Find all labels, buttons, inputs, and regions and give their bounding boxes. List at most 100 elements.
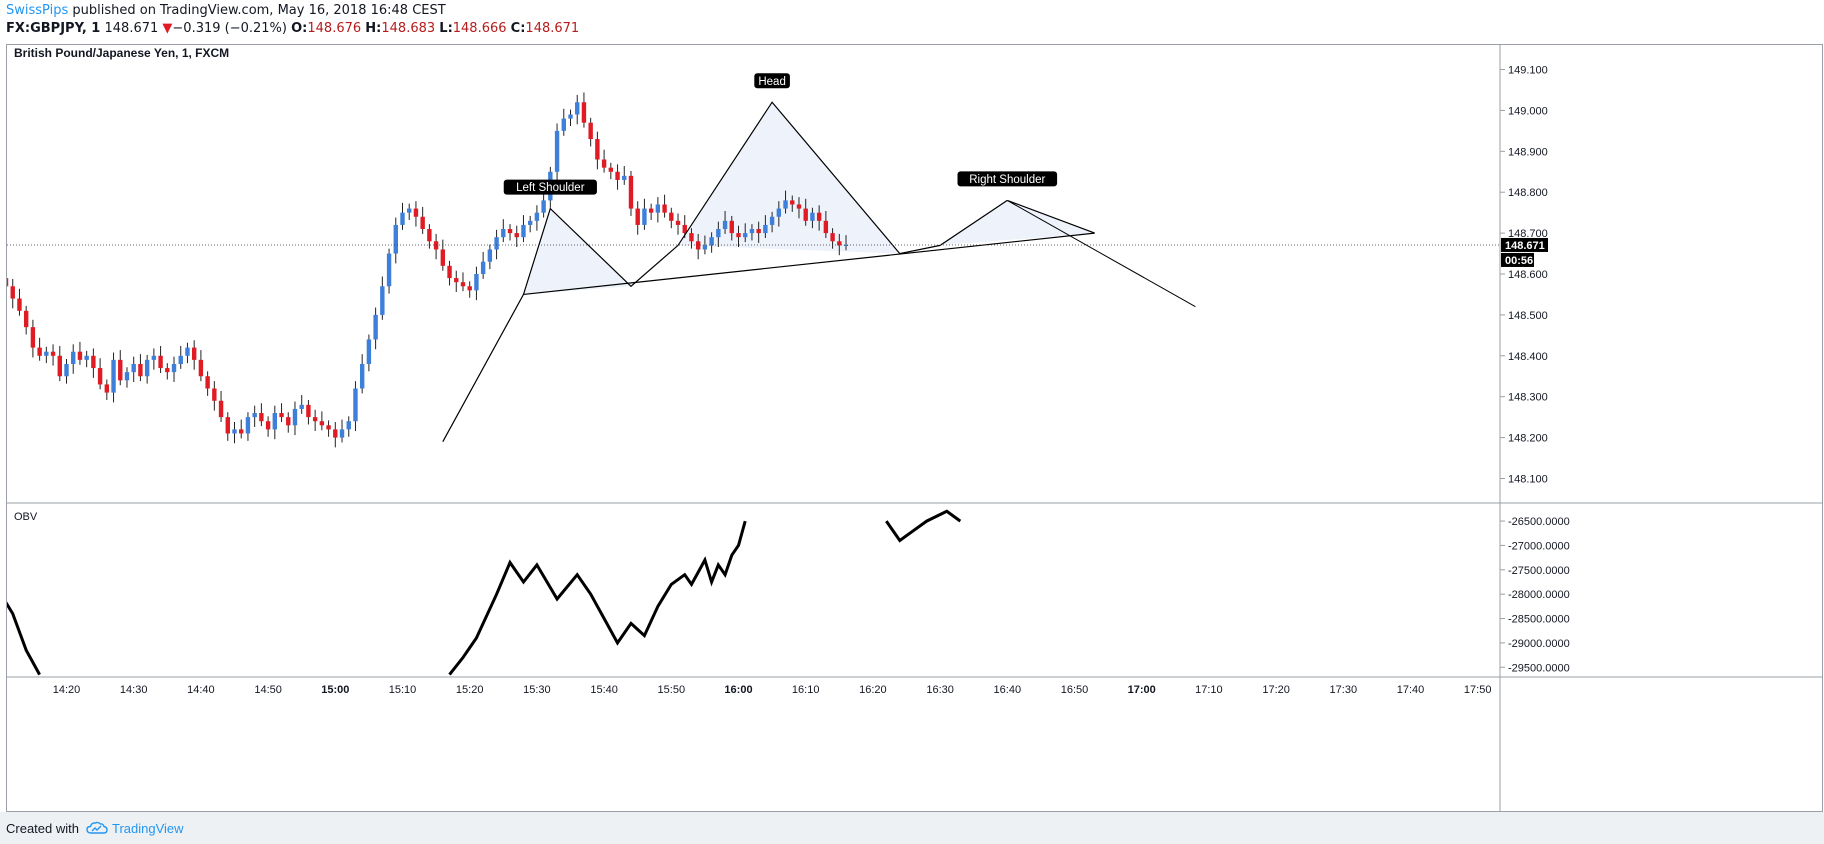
candle[interactable]	[474, 274, 479, 291]
candle[interactable]	[702, 245, 708, 250]
candle[interactable]	[521, 224, 526, 238]
candle[interactable]	[689, 233, 694, 242]
candle[interactable]	[541, 200, 546, 213]
candle[interactable]	[601, 159, 607, 168]
candle[interactable]	[64, 363, 69, 377]
candle[interactable]	[286, 417, 291, 426]
candle[interactable]	[191, 347, 197, 360]
candle[interactable]	[333, 429, 338, 438]
candle[interactable]	[319, 421, 325, 426]
candle[interactable]	[245, 417, 251, 434]
candle[interactable]	[144, 359, 150, 377]
candle[interactable]	[138, 363, 143, 377]
candle[interactable]	[655, 204, 661, 213]
candle[interactable]	[57, 355, 62, 377]
candle[interactable]	[232, 429, 237, 434]
candle[interactable]	[635, 208, 640, 225]
candle[interactable]	[514, 233, 519, 238]
candle[interactable]	[487, 249, 493, 262]
candle[interactable]	[480, 261, 486, 274]
candle[interactable]	[427, 229, 432, 242]
candle[interactable]	[407, 208, 412, 213]
candle[interactable]	[185, 347, 190, 356]
candle[interactable]	[675, 220, 681, 225]
candle[interactable]	[642, 208, 647, 225]
pattern-outline-end[interactable]	[1007, 199, 1095, 234]
candle[interactable]	[433, 241, 439, 250]
candle[interactable]	[534, 212, 540, 221]
author-link[interactable]: SwissPips	[6, 3, 69, 18]
candle[interactable]	[252, 413, 257, 418]
candle[interactable]	[50, 351, 56, 356]
candle[interactable]	[346, 421, 351, 430]
candle[interactable]	[353, 388, 358, 422]
candle[interactable]	[622, 175, 627, 180]
candle[interactable]	[124, 372, 130, 381]
candle[interactable]	[386, 253, 392, 287]
candle[interactable]	[669, 212, 674, 221]
candle[interactable]	[722, 220, 728, 230]
candle[interactable]	[790, 200, 795, 205]
candle[interactable]	[306, 404, 311, 418]
candle[interactable]	[198, 359, 204, 377]
candle[interactable]	[272, 413, 278, 430]
candle[interactable]	[716, 229, 721, 238]
candle[interactable]	[326, 425, 331, 430]
candle[interactable]	[776, 208, 782, 217]
candle[interactable]	[682, 224, 687, 234]
candle[interactable]	[171, 363, 177, 373]
candle[interactable]	[97, 368, 103, 385]
candle[interactable]	[460, 282, 466, 287]
tradingview-brand[interactable]: TradingView	[112, 821, 184, 836]
candle[interactable]	[628, 175, 634, 209]
candle[interactable]	[729, 220, 734, 234]
candle[interactable]	[608, 167, 614, 172]
candle[interactable]	[104, 384, 110, 393]
candle[interactable]	[769, 216, 775, 225]
candle[interactable]	[595, 139, 600, 160]
candle[interactable]	[615, 171, 620, 180]
candle[interactable]	[259, 413, 264, 422]
candle[interactable]	[581, 102, 587, 123]
candle[interactable]	[588, 122, 593, 140]
candle[interactable]	[44, 351, 49, 356]
candle[interactable]	[743, 233, 748, 238]
candle[interactable]	[709, 237, 714, 246]
candle[interactable]	[239, 429, 244, 434]
candle[interactable]	[178, 355, 183, 364]
candle[interactable]	[366, 339, 372, 364]
candle[interactable]	[810, 212, 815, 221]
candle[interactable]	[527, 220, 533, 225]
candle[interactable]	[400, 212, 405, 225]
candle[interactable]	[494, 237, 499, 250]
candle[interactable]	[373, 314, 378, 340]
candle[interactable]	[561, 118, 566, 131]
neckline[interactable]	[523, 232, 1095, 296]
candle[interactable]	[118, 359, 123, 381]
candle[interactable]	[84, 355, 89, 360]
obv-line[interactable]	[885, 509, 962, 543]
candle[interactable]	[454, 278, 459, 283]
candle[interactable]	[131, 363, 136, 373]
pattern-outline[interactable]	[442, 101, 1008, 442]
candle[interactable]	[393, 224, 398, 254]
candle[interactable]	[507, 229, 513, 234]
candle[interactable]	[158, 355, 163, 369]
candle[interactable]	[413, 208, 419, 217]
candle[interactable]	[796, 204, 802, 209]
candle[interactable]	[837, 241, 842, 246]
obv-line[interactable]	[448, 520, 747, 676]
candle[interactable]	[803, 208, 808, 221]
candle[interactable]	[501, 229, 506, 238]
candle[interactable]	[440, 249, 446, 266]
candle[interactable]	[339, 429, 345, 438]
candle[interactable]	[91, 355, 96, 369]
candle[interactable]	[447, 265, 452, 279]
candle[interactable]	[23, 310, 29, 328]
candle[interactable]	[843, 244, 849, 246]
candle[interactable]	[359, 363, 365, 389]
candle[interactable]	[279, 413, 284, 418]
candle[interactable]	[749, 229, 755, 234]
candle[interactable]	[151, 355, 157, 360]
candle[interactable]	[575, 102, 580, 115]
